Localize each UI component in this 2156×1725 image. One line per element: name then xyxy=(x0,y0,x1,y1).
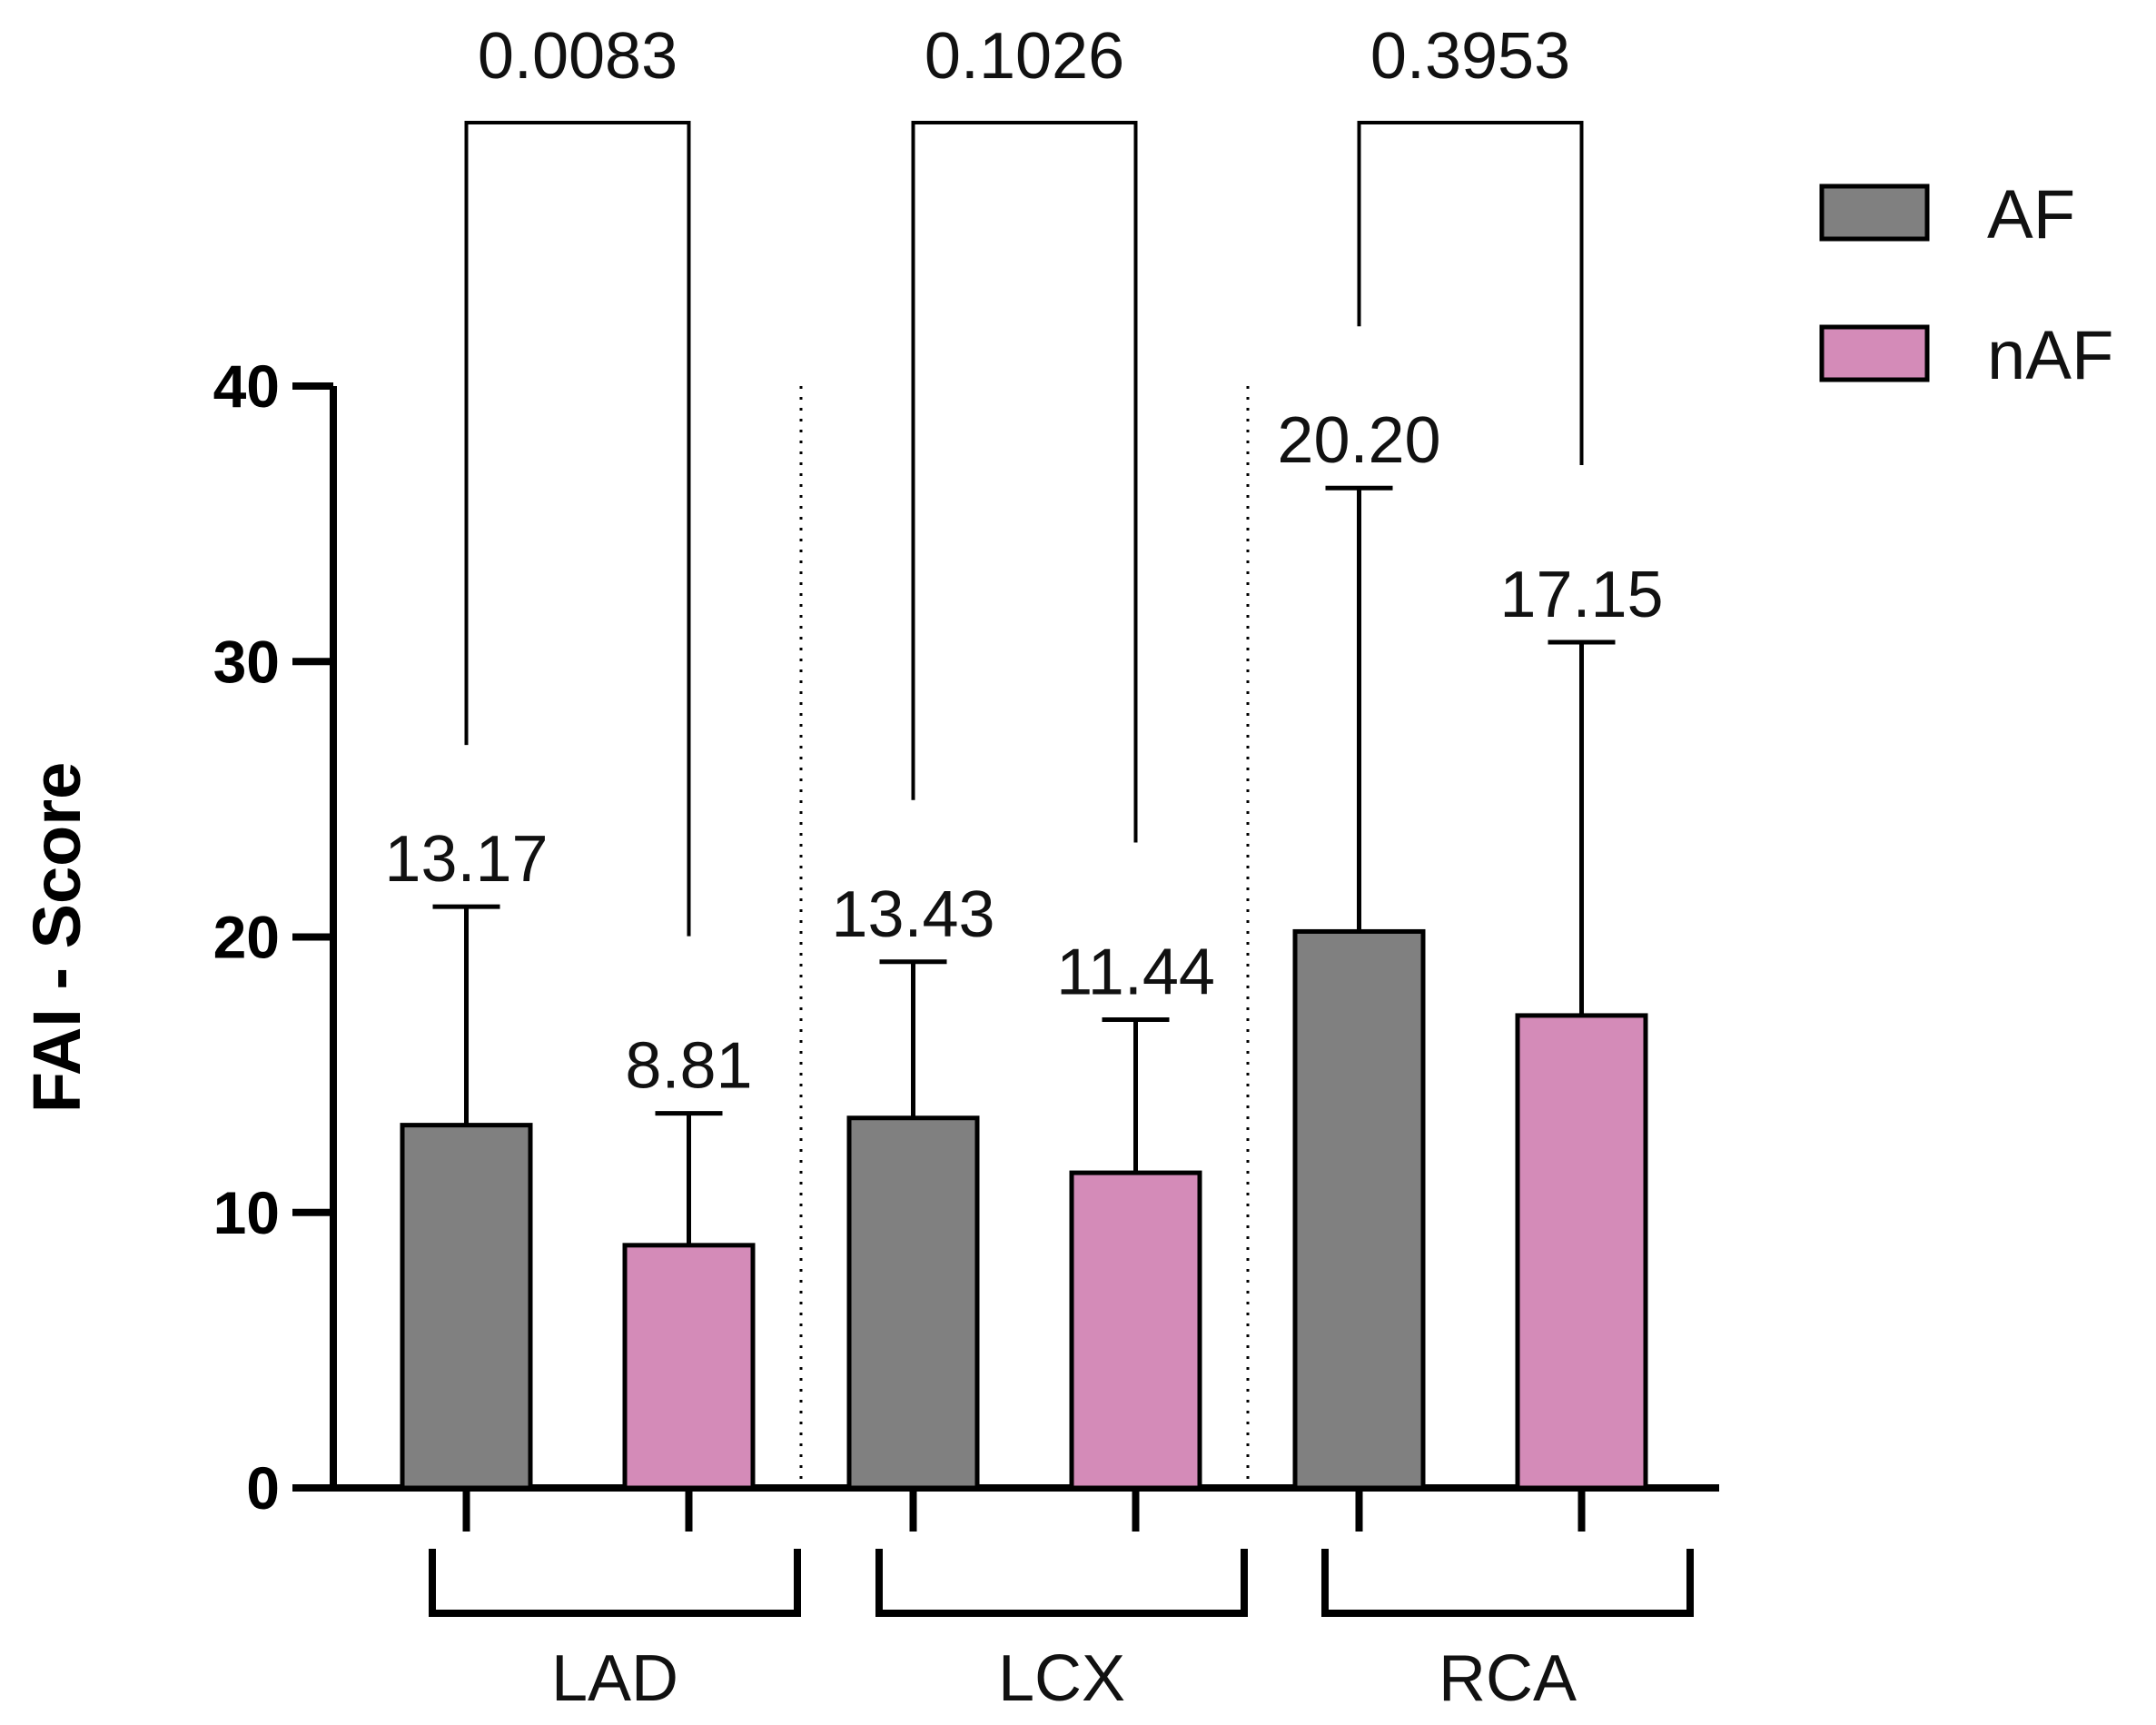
x-bracket-lcx xyxy=(875,1549,1248,1617)
bar-lcx-naf xyxy=(1069,1170,1202,1491)
sig-bracket-rca xyxy=(1357,121,1584,466)
y-tick-label-1: 10 xyxy=(213,1179,280,1246)
value-label-lcx-af: 13.43 xyxy=(831,878,994,951)
x-group-label-lcx: LCX xyxy=(998,1642,1125,1715)
p-value-rca: 0.3953 xyxy=(1370,20,1570,93)
legend-swatch-af xyxy=(1819,183,1930,242)
error-bars xyxy=(432,485,1616,1245)
bar-lad-af xyxy=(400,1123,533,1491)
y-axis-title: FAI - Score xyxy=(19,762,94,1114)
value-label-lcx-naf: 11.44 xyxy=(1056,936,1215,1008)
legend-label-naf: nAF xyxy=(1987,317,2113,394)
y-tick-label-4: 40 xyxy=(213,352,280,420)
legend: AF nAF xyxy=(1819,176,2113,394)
x-group-label-rca: RCA xyxy=(1439,1642,1577,1715)
legend-swatch-naf xyxy=(1819,324,1930,382)
bar-rca-af xyxy=(1292,928,1426,1491)
value-label-rca-naf: 17.15 xyxy=(1499,559,1663,631)
value-label-lad-naf: 8.81 xyxy=(625,1030,752,1103)
value-label-lad-af: 13.17 xyxy=(384,823,548,896)
value-label-rca-af: 20.20 xyxy=(1277,404,1440,477)
group-separators xyxy=(799,386,1250,1488)
sig-bracket-lad xyxy=(464,121,691,937)
bar-lcx-af xyxy=(846,1115,980,1491)
value-labels: 13.17 8.81 13.43 11.44 20.20 17.15 xyxy=(384,404,1663,1102)
y-tick-label-3: 30 xyxy=(213,628,280,695)
bar-rca-naf xyxy=(1515,1013,1648,1491)
bar-lad-naf xyxy=(622,1243,756,1491)
y-tick-label-2: 20 xyxy=(213,904,280,971)
p-value-lad: 0.0083 xyxy=(478,20,677,93)
p-value-lcx: 0.1026 xyxy=(925,20,1124,93)
bars xyxy=(400,928,1648,1491)
x-bracket-lad xyxy=(429,1549,801,1617)
x-group-label-lad: LAD xyxy=(551,1642,678,1715)
y-tick-label-0: 0 xyxy=(246,1454,280,1522)
x-group-brackets: LAD LCX RCA xyxy=(429,1488,1694,1715)
x-bracket-rca xyxy=(1321,1549,1694,1617)
y-ticks: 0 10 20 30 40 xyxy=(213,352,333,1522)
sig-bracket-lcx xyxy=(911,121,1138,843)
legend-label-af: AF xyxy=(1987,176,2075,253)
significance-brackets: 0.0083 0.1026 0.3953 xyxy=(464,20,1584,937)
